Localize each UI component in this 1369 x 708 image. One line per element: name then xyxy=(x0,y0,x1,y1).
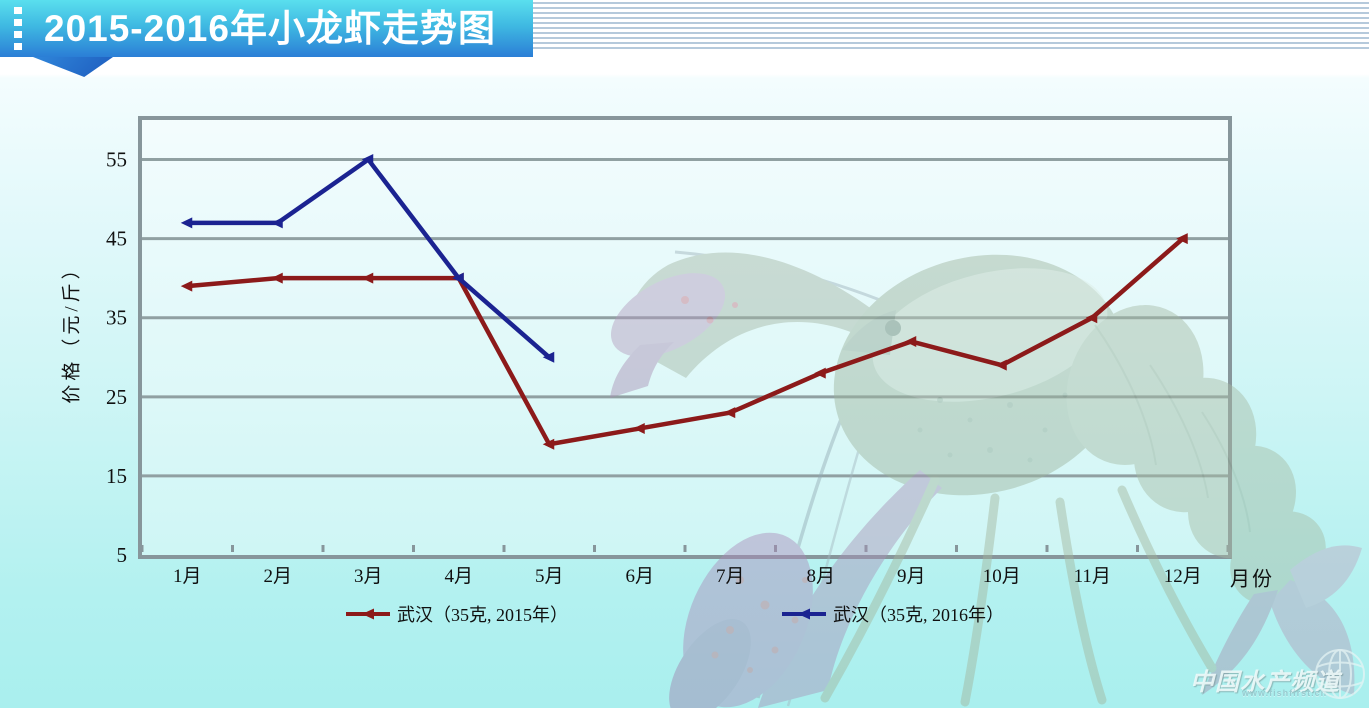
page-title: 2015-2016年小龙虾走势图 xyxy=(44,8,496,49)
svg-text:1月: 1月 xyxy=(173,566,202,587)
title-banner: 2015-2016年小龙虾走势图 xyxy=(0,0,533,57)
svg-text:8月: 8月 xyxy=(806,566,835,587)
svg-text:5: 5 xyxy=(117,543,128,567)
x-axis-title: 月份 xyxy=(1230,568,1274,591)
watermark-brand: 中国水产频道 xyxy=(1190,669,1340,696)
legend-marker-2015-icon xyxy=(346,608,390,620)
dashed-accent-icon xyxy=(14,7,22,52)
svg-text:4月: 4月 xyxy=(444,566,473,587)
legend-label-2016: 武汉（35克, 2016年） xyxy=(833,605,1004,625)
svg-text:10月: 10月 xyxy=(983,566,1021,587)
svg-text:3月: 3月 xyxy=(354,566,383,587)
watermark-url: www.fishfirst.cn xyxy=(1242,688,1328,698)
svg-text:7月: 7月 xyxy=(716,566,745,587)
svg-text:2月: 2月 xyxy=(263,566,292,587)
legend-marker-2016-icon xyxy=(782,608,826,620)
svg-text:35: 35 xyxy=(106,306,127,330)
svg-text:45: 45 xyxy=(106,227,127,251)
y-axis-title: 价格（元/斤） xyxy=(61,256,83,404)
header-stripes xyxy=(533,2,1369,50)
svg-text:6月: 6月 xyxy=(625,566,654,587)
globe-icon xyxy=(1315,649,1365,699)
svg-text:55: 55 xyxy=(106,148,127,172)
svg-text:15: 15 xyxy=(106,464,127,488)
svg-text:5月: 5月 xyxy=(535,566,564,587)
banner-tail-icon xyxy=(33,57,113,77)
legend-item-wuhan-2015: 武汉（35克, 2015年） xyxy=(345,601,568,627)
svg-text:9月: 9月 xyxy=(897,566,926,587)
svg-text:12月: 12月 xyxy=(1164,566,1202,587)
svg-text:11月: 11月 xyxy=(1074,566,1111,587)
svg-text:25: 25 xyxy=(106,385,127,409)
legend-item-wuhan-2016: 武汉（35克, 2016年） xyxy=(781,601,1004,627)
legend-label-2015: 武汉（35克, 2015年） xyxy=(397,605,568,625)
